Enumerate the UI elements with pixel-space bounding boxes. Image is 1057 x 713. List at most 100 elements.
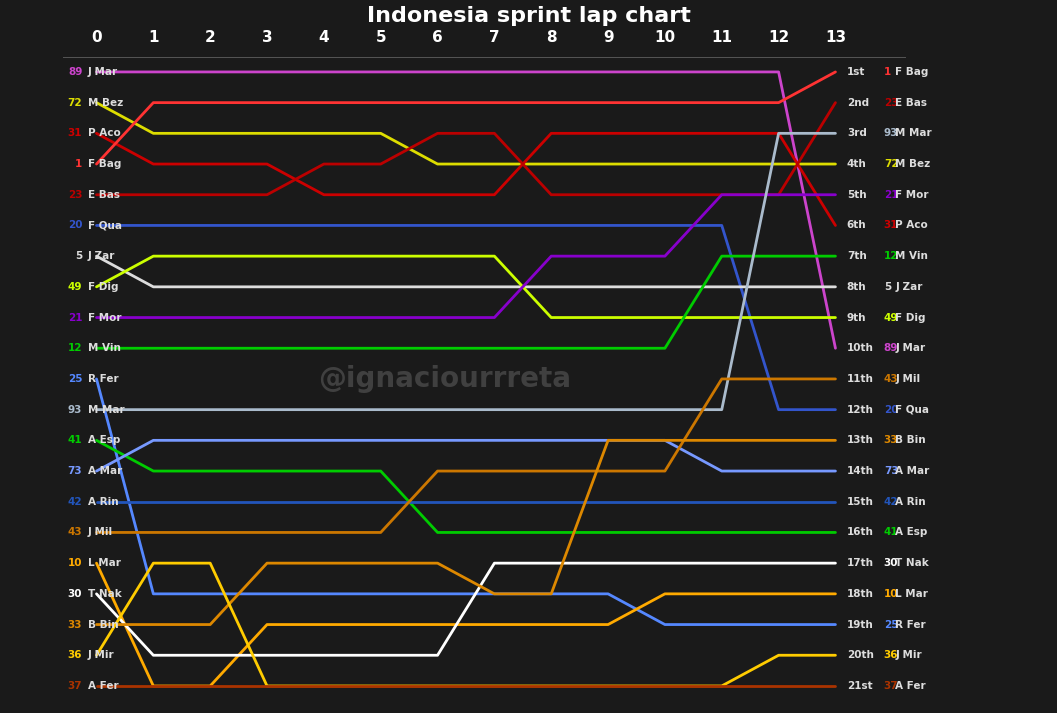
Text: 10th: 10th [847, 343, 874, 353]
Text: 8th: 8th [847, 282, 867, 292]
Text: J Zar: J Zar [895, 282, 923, 292]
Text: F Bag: F Bag [895, 67, 928, 77]
Text: 23: 23 [884, 98, 898, 108]
Text: L Mar: L Mar [88, 558, 120, 568]
Text: 33: 33 [68, 620, 82, 630]
Text: P Aco: P Aco [895, 220, 928, 230]
Text: 36: 36 [884, 650, 898, 660]
Text: 21st: 21st [847, 681, 872, 691]
Text: A Esp: A Esp [895, 528, 927, 538]
Text: 5: 5 [75, 251, 82, 261]
Text: T Nak: T Nak [895, 558, 929, 568]
Text: A Rin: A Rin [88, 497, 118, 507]
Text: F Dig: F Dig [895, 312, 926, 322]
Text: 20: 20 [68, 220, 82, 230]
Text: M Mar: M Mar [895, 128, 932, 138]
Text: A Mar: A Mar [895, 466, 929, 476]
Text: 5: 5 [884, 282, 891, 292]
Text: 20: 20 [884, 405, 898, 415]
Text: L Mar: L Mar [895, 589, 928, 599]
Text: 17th: 17th [847, 558, 874, 568]
Text: A Rin: A Rin [895, 497, 926, 507]
Text: 2nd: 2nd [847, 98, 869, 108]
Text: 30: 30 [884, 558, 898, 568]
Text: 72: 72 [884, 159, 898, 169]
Text: A Esp: A Esp [88, 436, 120, 446]
Text: 21: 21 [68, 312, 82, 322]
Text: 89: 89 [68, 67, 82, 77]
Text: 13th: 13th [847, 436, 874, 446]
Text: @ignaciourrreta: @ignaciourrreta [318, 365, 572, 393]
Text: 72: 72 [68, 98, 82, 108]
Text: 43: 43 [884, 374, 898, 384]
Text: 43: 43 [68, 528, 82, 538]
Text: A Mar: A Mar [88, 466, 123, 476]
Text: 10: 10 [884, 589, 898, 599]
Text: E Bas: E Bas [88, 190, 120, 200]
Text: 7th: 7th [847, 251, 867, 261]
Text: 1: 1 [75, 159, 82, 169]
Text: 19th: 19th [847, 620, 873, 630]
Text: 18th: 18th [847, 589, 874, 599]
Text: 4th: 4th [847, 159, 867, 169]
Text: 20th: 20th [847, 650, 874, 660]
Text: 31: 31 [68, 128, 82, 138]
Text: E Bas: E Bas [895, 98, 927, 108]
Text: 23: 23 [68, 190, 82, 200]
Text: 12: 12 [884, 251, 898, 261]
Text: J Mil: J Mil [895, 374, 921, 384]
Text: 25: 25 [68, 374, 82, 384]
Text: J Zar: J Zar [88, 251, 115, 261]
Text: 42: 42 [884, 497, 898, 507]
Text: 15th: 15th [847, 497, 874, 507]
Text: 3rd: 3rd [847, 128, 867, 138]
Text: 6th: 6th [847, 220, 867, 230]
Text: 37: 37 [68, 681, 82, 691]
Text: M Bez: M Bez [895, 159, 930, 169]
Text: 93: 93 [884, 128, 898, 138]
Text: F Bag: F Bag [88, 159, 122, 169]
Text: 5th: 5th [847, 190, 867, 200]
Text: 41: 41 [68, 436, 82, 446]
Text: 36: 36 [68, 650, 82, 660]
Text: M Vin: M Vin [895, 251, 928, 261]
Text: 25: 25 [884, 620, 898, 630]
Text: 41: 41 [884, 528, 898, 538]
Text: B Bin: B Bin [88, 620, 118, 630]
Text: 14th: 14th [847, 466, 874, 476]
Text: 21: 21 [884, 190, 898, 200]
Text: 73: 73 [68, 466, 82, 476]
Text: R Fer: R Fer [895, 620, 926, 630]
Text: 49: 49 [884, 312, 898, 322]
Text: B Bin: B Bin [895, 436, 926, 446]
Text: F Mor: F Mor [88, 312, 122, 322]
Text: M Mar: M Mar [88, 405, 125, 415]
Text: 42: 42 [68, 497, 82, 507]
Text: A Fer: A Fer [88, 681, 118, 691]
Text: 37: 37 [884, 681, 898, 691]
Text: 93: 93 [68, 405, 82, 415]
Text: J Mar: J Mar [895, 343, 925, 353]
Text: M Vin: M Vin [88, 343, 120, 353]
Text: J Mar: J Mar [88, 67, 118, 77]
Text: J Mir: J Mir [895, 650, 922, 660]
Text: 16th: 16th [847, 528, 874, 538]
Text: F Mor: F Mor [895, 190, 929, 200]
Text: 49: 49 [68, 282, 82, 292]
Text: A Fer: A Fer [895, 681, 926, 691]
Text: 73: 73 [884, 466, 898, 476]
Text: F Qua: F Qua [88, 220, 122, 230]
Text: 33: 33 [884, 436, 898, 446]
Text: 10: 10 [68, 558, 82, 568]
Text: M Bez: M Bez [88, 98, 124, 108]
Title: Indonesia sprint lap chart: Indonesia sprint lap chart [367, 6, 690, 26]
Text: 89: 89 [884, 343, 898, 353]
Text: 9th: 9th [847, 312, 867, 322]
Text: 12th: 12th [847, 405, 874, 415]
Text: 31: 31 [884, 220, 898, 230]
Text: T Nak: T Nak [88, 589, 122, 599]
Text: 1: 1 [884, 67, 891, 77]
Text: J Mir: J Mir [88, 650, 114, 660]
Text: 11th: 11th [847, 374, 874, 384]
Text: R Fer: R Fer [88, 374, 118, 384]
